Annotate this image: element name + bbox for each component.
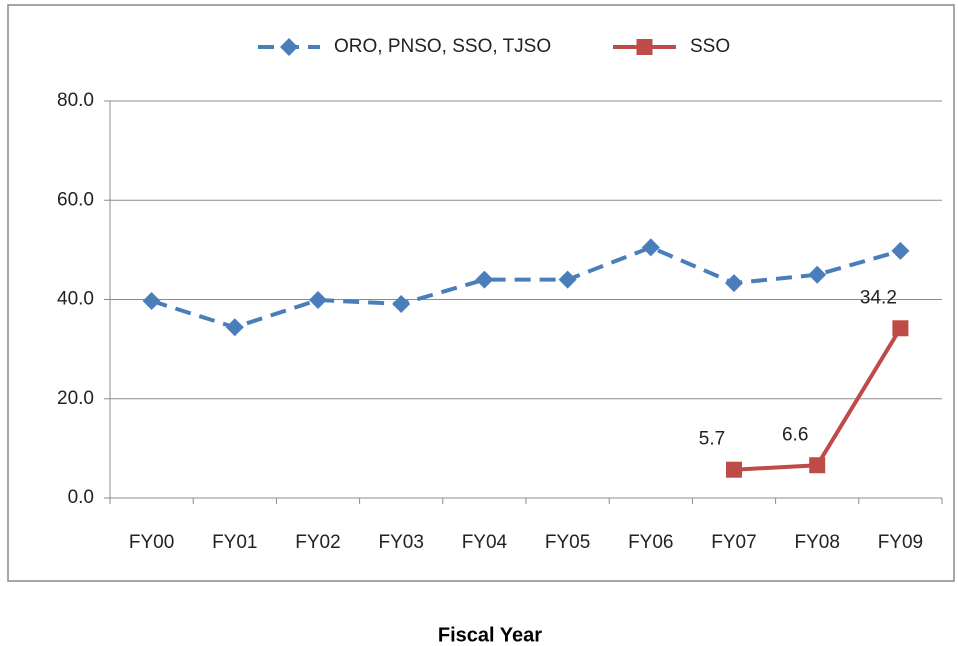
diamond-marker [309, 290, 327, 309]
x-axis-title: Fiscal Year [438, 624, 542, 646]
series-line [150, 245, 901, 330]
diamond-marker [641, 238, 660, 257]
chart-frame [7, 4, 955, 582]
y-tick-label: 80.0 [57, 90, 94, 111]
diamond-marker [891, 241, 910, 260]
square-marker [892, 320, 909, 337]
legend-marker [280, 38, 298, 56]
diamond-marker [558, 270, 577, 289]
x-tick-label: FY00 [129, 532, 174, 553]
x-tick-label: FY04 [462, 532, 508, 553]
diamond-marker [725, 274, 743, 293]
data-label: 6.6 [782, 424, 808, 445]
x-tick-label: FY08 [794, 532, 839, 553]
x-tick-label: FY01 [212, 532, 257, 553]
square-marker [809, 457, 826, 474]
diamond-marker [142, 291, 161, 310]
legend-label: ORO, PNSO, SSO, TJSO [334, 36, 551, 57]
y-tick-label: 60.0 [57, 189, 94, 210]
legend-label: SSO [690, 36, 730, 57]
diamond-marker [225, 318, 244, 337]
x-tick-label: FY06 [628, 532, 673, 553]
diamond-marker [475, 270, 494, 289]
x-tick-label: FY05 [545, 532, 590, 553]
square-marker [726, 461, 742, 478]
data-label: 34.2 [860, 287, 897, 308]
legend-marker [636, 39, 653, 55]
y-tick-label: 0.0 [68, 487, 94, 508]
x-tick-label: FY03 [378, 532, 423, 553]
x-tick-label: FY07 [711, 532, 756, 553]
y-tick-label: 20.0 [57, 388, 94, 409]
diamond-marker [808, 265, 827, 284]
x-tick-label: FY02 [295, 532, 340, 553]
y-tick-label: 40.0 [57, 289, 94, 310]
x-tick-label: FY09 [878, 532, 923, 553]
diamond-marker [392, 294, 411, 313]
data-label: 5.7 [699, 429, 725, 450]
